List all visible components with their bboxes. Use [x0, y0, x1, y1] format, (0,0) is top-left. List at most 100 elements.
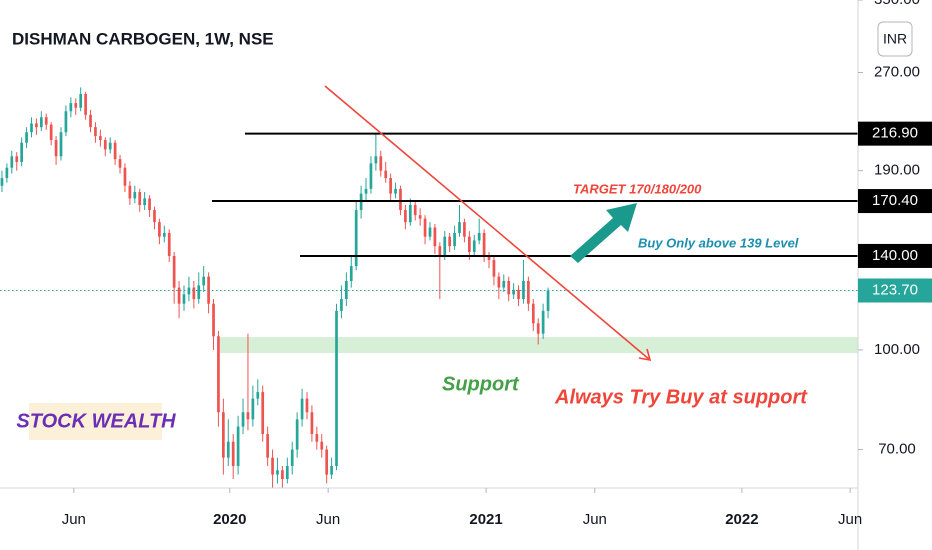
x-tick-label: 2022	[725, 511, 758, 528]
candle-body	[197, 285, 201, 300]
candle-body	[108, 142, 112, 150]
candle-body	[399, 188, 402, 211]
candle-body	[10, 156, 14, 168]
y-tick-label: 100.00	[874, 341, 920, 358]
currency-label[interactable]: INR	[883, 31, 907, 47]
candle-body	[202, 276, 206, 286]
price-line-label: 170.40	[872, 192, 918, 209]
candle-body	[453, 232, 456, 247]
candle-body	[482, 232, 486, 256]
candle-body	[541, 310, 545, 334]
candle-body	[467, 236, 471, 252]
y-tick-label: 70.00	[878, 441, 916, 458]
last-price-tag	[858, 278, 932, 303]
candle-body	[512, 289, 515, 295]
candle-body	[320, 441, 324, 450]
candle-body	[30, 123, 33, 133]
candle-body	[162, 232, 166, 237]
price-line-tag	[858, 189, 932, 214]
candle-body	[231, 441, 235, 466]
candle-body	[295, 419, 299, 450]
candle-body	[246, 412, 250, 420]
candle-body	[531, 303, 535, 324]
chart-title: DISHMAN CARBOGEN, 1W, NSE	[12, 29, 274, 48]
candle-body	[256, 392, 260, 399]
candle-body	[536, 323, 540, 334]
candle-body	[236, 426, 240, 466]
candle-body	[374, 156, 378, 164]
price-line-label: 140.00	[872, 247, 918, 264]
candle-body	[69, 103, 73, 112]
candle-body	[394, 188, 397, 194]
target-note: TARGET 170/180/200	[573, 181, 702, 196]
currency-button[interactable]	[877, 21, 913, 57]
candle-body	[59, 132, 63, 157]
candle-body	[84, 93, 87, 115]
candle-body	[39, 117, 43, 128]
drawings	[324, 85, 652, 362]
candle-body	[222, 412, 225, 458]
price-line-tag	[858, 243, 932, 268]
candle-body	[89, 114, 92, 128]
x-tick-label: Jun	[583, 511, 607, 528]
trend-arrowhead	[638, 348, 652, 362]
support-zone	[220, 337, 858, 353]
candle-body	[472, 240, 476, 252]
x-tick-label: Jun	[316, 511, 340, 528]
candle-body	[192, 287, 196, 300]
candle-body	[226, 441, 230, 458]
marks	[0, 87, 858, 488]
candle-body	[35, 123, 38, 128]
y-tick-label: 270.00	[874, 63, 920, 80]
candle-body	[118, 159, 122, 168]
candle-body	[103, 140, 107, 150]
candle-body	[217, 336, 220, 413]
candle-body	[44, 117, 48, 125]
candle-body	[349, 266, 353, 281]
candle-body	[433, 227, 437, 247]
plot-area	[220, 337, 858, 353]
candle-body	[477, 232, 481, 241]
candle-body	[443, 236, 447, 256]
brand-box	[29, 403, 162, 440]
candle-body	[182, 294, 186, 304]
candle-body	[261, 392, 265, 435]
candle-body	[49, 124, 53, 141]
candle-body	[463, 222, 466, 237]
candle-body	[158, 222, 161, 237]
candle-body	[305, 398, 309, 413]
candle-body	[5, 167, 9, 179]
candle-body	[241, 412, 245, 427]
candle-body	[64, 111, 68, 133]
candle-body	[335, 310, 338, 466]
candle-body	[25, 132, 28, 143]
candle-body	[517, 289, 520, 300]
candle-body	[522, 280, 525, 300]
candle-body	[384, 170, 388, 179]
candle-body	[364, 188, 368, 194]
y-tick-label: 350.00	[874, 0, 920, 8]
price-line-label: 216.90	[872, 125, 918, 142]
candle-body	[369, 163, 373, 189]
price-line-tag	[858, 121, 932, 146]
candle-body	[379, 156, 383, 171]
candle-body	[54, 140, 58, 157]
candle-body	[74, 103, 78, 108]
candle-body	[276, 470, 279, 475]
candle-body	[438, 246, 442, 256]
candle-body	[148, 198, 151, 211]
candle-body	[408, 205, 412, 223]
target-arrow	[570, 203, 637, 263]
candle-body	[487, 255, 491, 260]
candle-body	[423, 218, 427, 237]
candle-body	[266, 434, 269, 458]
candle-body	[458, 222, 461, 233]
candle-body	[20, 142, 23, 162]
candle-body	[128, 185, 132, 199]
candle-body	[94, 127, 97, 137]
candle-body	[389, 178, 392, 194]
candle-body	[428, 227, 432, 237]
candle-body	[79, 93, 83, 108]
buy-note: Buy Only above 139 Level	[638, 235, 799, 250]
